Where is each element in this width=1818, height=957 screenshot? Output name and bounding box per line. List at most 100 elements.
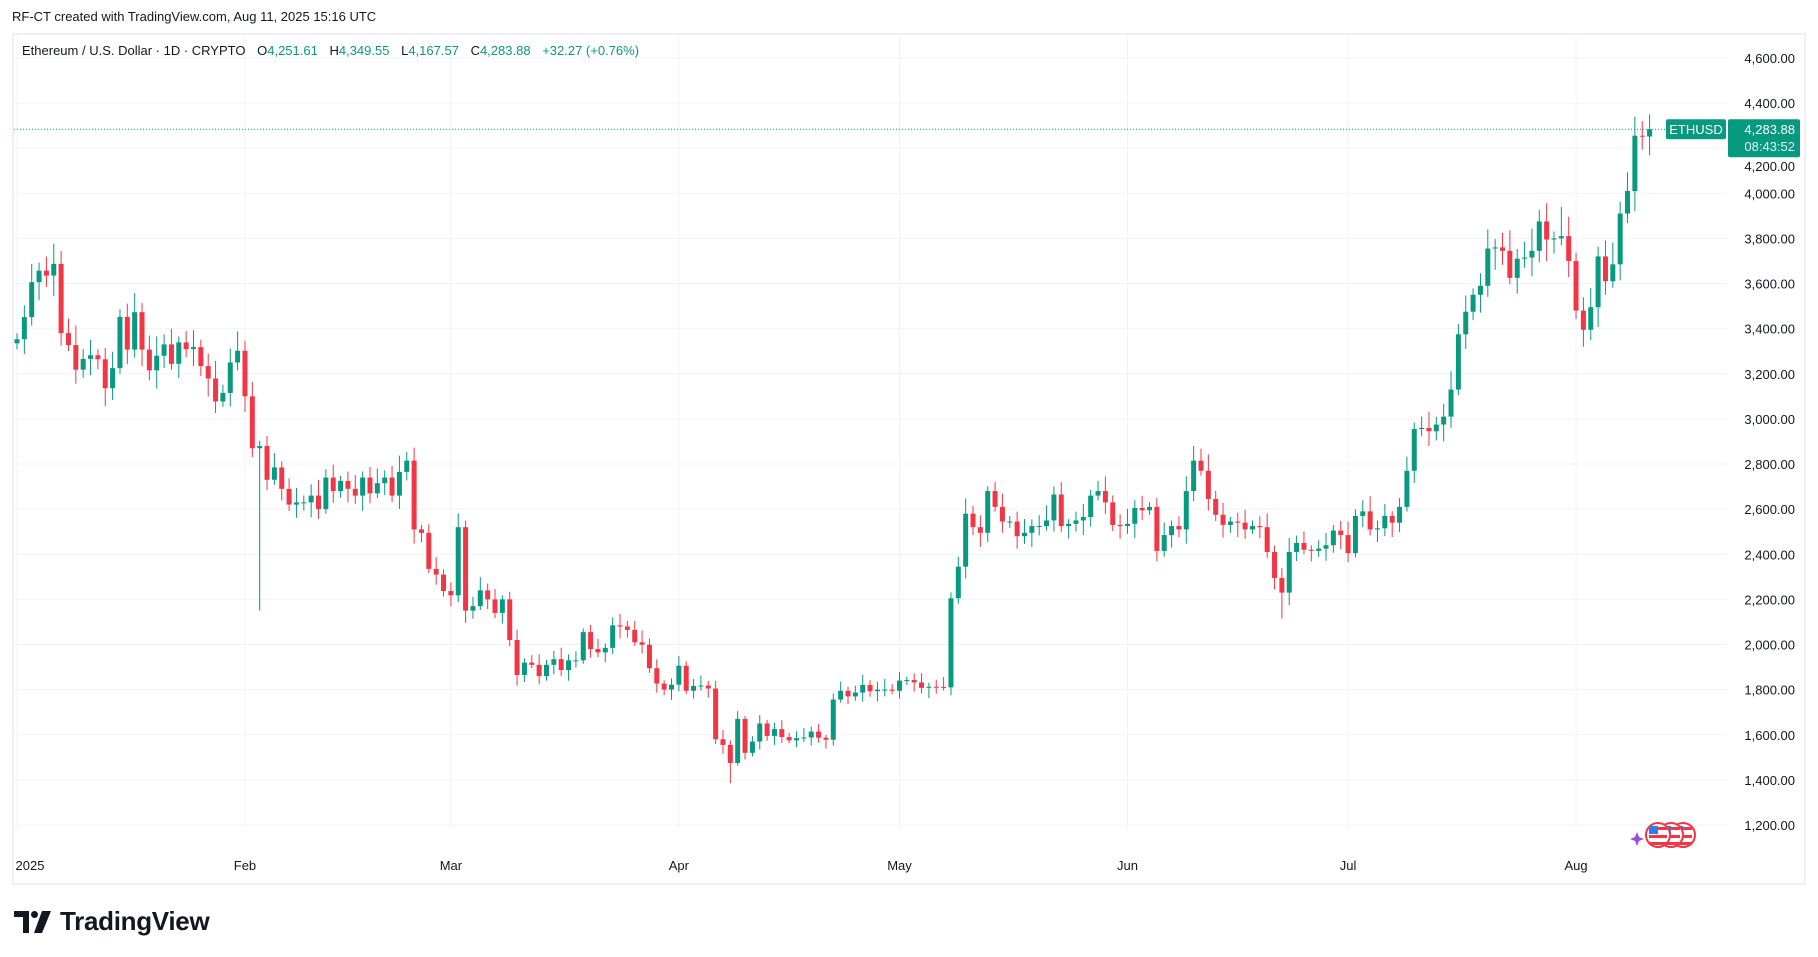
candle (1316, 540, 1322, 557)
high-label: H (329, 43, 339, 58)
candle-body (389, 477, 395, 496)
candle (735, 711, 741, 766)
candle-body (610, 625, 616, 648)
us-flag-icon[interactable] (1645, 822, 1671, 848)
candle (543, 659, 549, 681)
candle (948, 592, 954, 696)
candle (264, 436, 270, 491)
candle (183, 330, 189, 358)
candles (14, 114, 1653, 784)
candle-body (1544, 221, 1550, 240)
candle-body (21, 317, 27, 340)
candle (882, 679, 888, 697)
candle-body (1279, 577, 1285, 593)
candle (691, 679, 697, 699)
candle (816, 724, 822, 743)
candle (551, 650, 557, 675)
candle-body (808, 731, 814, 738)
candle-body (1066, 523, 1072, 527)
time-tick-label: Mar (440, 858, 463, 873)
candle (65, 318, 71, 352)
candle-body (1264, 527, 1270, 553)
candle-body (1588, 307, 1594, 330)
price-tick-label: 4,200.00 (1744, 159, 1795, 174)
candle-body (749, 741, 755, 753)
candle (1566, 216, 1572, 278)
candle (941, 676, 947, 691)
candle (911, 673, 917, 692)
candle (801, 728, 807, 743)
candle-body (330, 477, 336, 492)
candle (521, 658, 527, 682)
price-tick-label: 4,400.00 (1744, 96, 1795, 111)
symbol-description[interactable]: Ethereum / U.S. Dollar · 1D · CRYPTO (22, 43, 246, 58)
candle-body (632, 629, 638, 643)
candle (1500, 232, 1506, 265)
candle (132, 293, 138, 358)
candle-body (764, 723, 770, 736)
candle (852, 685, 858, 701)
candle (617, 613, 623, 639)
candle-body (705, 685, 711, 689)
price-tick-label: 1,600.00 (1744, 728, 1795, 743)
candle-body (543, 664, 549, 677)
price-tick-label: 2,000.00 (1744, 638, 1795, 653)
time-tick-label: Aug (1564, 858, 1587, 873)
price-axis: 1,200.00 1,400.00 1,600.00 1,800.00 2,000.00… (1744, 51, 1795, 833)
candle (492, 589, 498, 619)
candle (794, 731, 800, 748)
candle-body (36, 270, 42, 283)
candle-body (205, 366, 211, 379)
candle-body (1470, 294, 1476, 312)
candle (58, 250, 64, 346)
candle-body (1080, 517, 1086, 521)
candle-body (999, 506, 1005, 522)
candle-body (367, 477, 373, 494)
flag-stripe (1649, 835, 1667, 838)
candle-body (58, 263, 64, 334)
candle (955, 556, 961, 604)
candle (21, 305, 27, 354)
candle (1522, 241, 1528, 268)
candle (1617, 201, 1623, 281)
candle-body (257, 445, 263, 449)
candle (727, 740, 733, 784)
candle-body (1073, 520, 1079, 524)
candle-body (1507, 250, 1513, 278)
candle-body (1088, 495, 1094, 518)
candle-body (566, 660, 572, 671)
candle-body (1227, 521, 1233, 525)
candle (1066, 519, 1072, 539)
candle (1110, 495, 1116, 532)
candle-body (88, 355, 94, 359)
candle-body (65, 333, 71, 346)
candle (823, 734, 829, 749)
candle (374, 468, 380, 499)
candle-body (183, 342, 189, 350)
candle (566, 654, 572, 681)
candle (396, 455, 402, 509)
candle-body (1286, 552, 1292, 593)
candle (1242, 509, 1248, 539)
candle-body (816, 731, 822, 738)
candle-body (727, 744, 733, 763)
candle-body (1338, 530, 1344, 536)
candle-body (146, 349, 152, 371)
candle (80, 348, 86, 378)
candle-body (845, 690, 851, 697)
candle-body (1110, 502, 1116, 525)
candle (1507, 230, 1513, 285)
economic-events (1630, 822, 1696, 848)
candle (1374, 520, 1380, 543)
candle (389, 465, 395, 503)
candle-body (1448, 389, 1454, 417)
tradingview-logo[interactable]: TradingView (14, 906, 210, 937)
candle-body (926, 686, 932, 688)
candle-body (970, 513, 976, 528)
candle (896, 672, 902, 699)
candle-body (551, 659, 557, 665)
candle (926, 682, 932, 699)
candle-body (242, 350, 248, 397)
candle (1051, 486, 1057, 532)
